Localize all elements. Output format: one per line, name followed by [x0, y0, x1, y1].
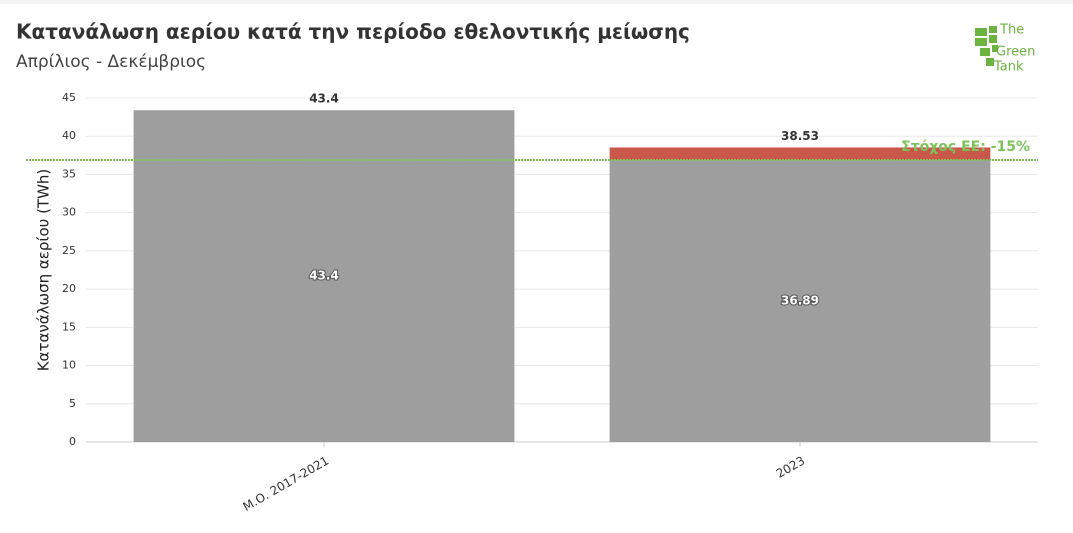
y-tick-label: 25: [62, 244, 76, 257]
target-label: Στόχος ΕΕ: -15%: [901, 139, 1030, 155]
logo-mark: [975, 26, 998, 66]
x-tick-label: 2023: [774, 454, 807, 481]
top-strip: [0, 0, 1073, 4]
logo-text: Green: [996, 45, 1035, 60]
y-tick-label: 40: [62, 129, 76, 142]
bar-segment: [609, 159, 991, 442]
segment-label: 36.89: [781, 293, 819, 307]
bar-segment: [133, 110, 515, 442]
logo-text: The: [999, 23, 1024, 38]
y-tick-label: 45: [62, 91, 76, 104]
total-label: 38.53: [781, 129, 819, 143]
x-tick-label: Μ.Ο. 2017-2021: [241, 454, 332, 514]
chart-subtitle: Απρίλιος - Δεκέμβριος: [16, 52, 206, 72]
y-tick-label: 35: [62, 167, 76, 180]
logo: The Green Tank: [975, 23, 1035, 75]
total-label: 43.4: [309, 92, 339, 106]
chart-title: Κατανάλωση αερίου κατά την περίοδο εθελο…: [16, 20, 690, 44]
y-tick-label: 0: [69, 435, 76, 448]
y-tick-label: 30: [62, 206, 76, 219]
y-axis-label: Κατανάλωση αερίου (TWh): [35, 169, 53, 372]
logo-text: Tank: [993, 60, 1024, 75]
y-tick-label: 15: [62, 320, 76, 333]
y-tick-label: 5: [69, 397, 76, 410]
segment-label: 43.4: [309, 269, 339, 283]
y-tick-label: 20: [62, 282, 76, 295]
bar-segment: [609, 147, 991, 160]
y-tick-label: 10: [62, 359, 76, 372]
